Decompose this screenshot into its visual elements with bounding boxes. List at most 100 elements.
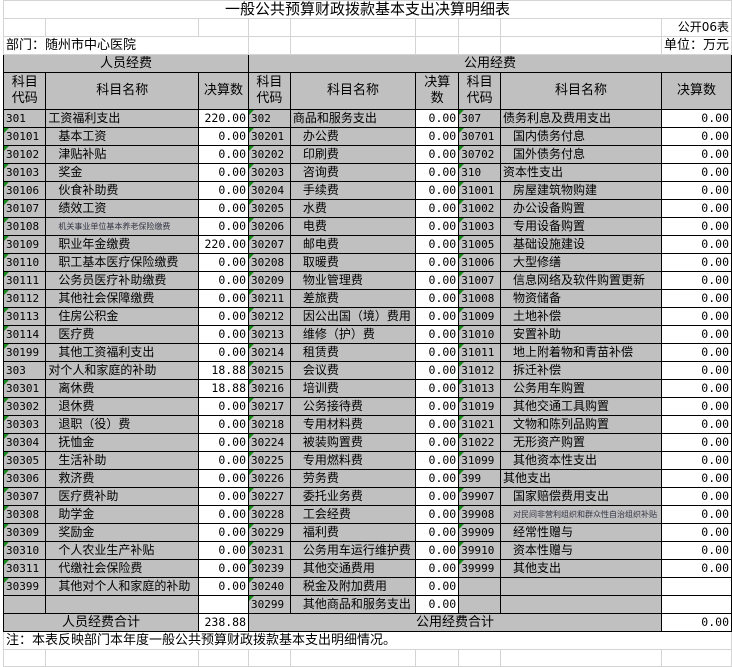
amount-value[interactable]: 0.00 bbox=[415, 307, 460, 326]
amount-value[interactable]: 0.00 bbox=[198, 505, 250, 524]
subject-code[interactable]: 30113 bbox=[2, 307, 47, 326]
amount-value[interactable]: 0.00 bbox=[415, 469, 460, 488]
subject-name[interactable]: 公务用车运行维护费 bbox=[289, 541, 417, 560]
subject-name[interactable]: 国家赔偿费用支出 bbox=[500, 487, 662, 506]
subject-code[interactable]: 31007 bbox=[458, 271, 502, 290]
amount-value[interactable]: 0.00 bbox=[198, 343, 250, 362]
subject-code[interactable]: 31003 bbox=[458, 217, 502, 236]
amount-value[interactable]: 0.00 bbox=[198, 487, 250, 506]
amount-value[interactable]: 0.00 bbox=[415, 505, 460, 524]
amount-value[interactable]: 0.00 bbox=[415, 271, 460, 290]
subject-code[interactable]: 30204 bbox=[248, 181, 291, 200]
amount-value[interactable]: 18.88 bbox=[198, 379, 250, 398]
subject-name[interactable]: 工资福利支出 bbox=[45, 109, 200, 128]
amount-value[interactable]: 0.00 bbox=[415, 397, 460, 416]
subject-code[interactable]: 31006 bbox=[458, 253, 502, 272]
subject-name[interactable]: 债务利息及费用支出 bbox=[500, 109, 662, 128]
amount-value[interactable]: 0.00 bbox=[198, 145, 250, 164]
amount-value[interactable]: 0.00 bbox=[415, 127, 460, 146]
amount-value[interactable]: 0.00 bbox=[415, 415, 460, 434]
subject-code[interactable]: 30231 bbox=[248, 541, 291, 560]
subject-code[interactable]: 30106 bbox=[2, 181, 47, 200]
amount-value[interactable]: 0.00 bbox=[660, 235, 732, 254]
subject-name[interactable]: 代缴社会保险费 bbox=[45, 559, 200, 578]
amount-value[interactable]: 0.00 bbox=[198, 307, 250, 326]
subject-name[interactable]: 机关事业单位基本养老保险缴费 bbox=[45, 217, 200, 236]
subject-name[interactable]: 邮电费 bbox=[289, 235, 417, 254]
amount-value[interactable]: 0.00 bbox=[660, 199, 732, 218]
amount-value[interactable]: 18.88 bbox=[198, 361, 250, 380]
subject-name[interactable]: 因公出国（境）费用 bbox=[289, 307, 417, 326]
amount-value[interactable]: 0.00 bbox=[660, 325, 732, 344]
amount-value[interactable]: 0.00 bbox=[198, 469, 250, 488]
amount-value[interactable]: 0.00 bbox=[415, 235, 460, 254]
subject-name[interactable]: 职工基本医疗保险缴费 bbox=[45, 253, 200, 272]
amount-value[interactable]: 0.00 bbox=[660, 253, 732, 272]
subject-code[interactable]: 30301 bbox=[2, 379, 47, 398]
subject-name[interactable]: 会议费 bbox=[289, 361, 417, 380]
amount-value[interactable]: 0.00 bbox=[660, 181, 732, 200]
subject-code[interactable]: 30224 bbox=[248, 433, 291, 452]
subject-code[interactable]: 30218 bbox=[248, 415, 291, 434]
amount-value[interactable]: 0.00 bbox=[415, 559, 460, 578]
amount-value[interactable]: 0.00 bbox=[198, 451, 250, 470]
amount-value[interactable]: 0.00 bbox=[660, 307, 732, 326]
subject-name[interactable]: 住房公积金 bbox=[45, 307, 200, 326]
subject-code[interactable]: 39999 bbox=[458, 559, 502, 578]
subject-code[interactable]: 30217 bbox=[248, 397, 291, 416]
subject-code[interactable]: 30110 bbox=[2, 253, 47, 272]
subject-code[interactable]: 30114 bbox=[2, 325, 47, 344]
amount-value[interactable]: 0.00 bbox=[660, 379, 732, 398]
amount-value[interactable]: 0.00 bbox=[415, 199, 460, 218]
amount-value[interactable]: 0.00 bbox=[415, 433, 460, 452]
subject-name[interactable]: 其他社会保障缴费 bbox=[45, 289, 200, 308]
subject-name[interactable]: 公务员医疗补助缴费 bbox=[45, 271, 200, 290]
subject-name[interactable]: 手续费 bbox=[289, 181, 417, 200]
subject-name[interactable]: 基础设施建设 bbox=[500, 235, 662, 254]
subject-name[interactable]: 国内债务付息 bbox=[500, 127, 662, 146]
amount-value[interactable]: 0.00 bbox=[198, 397, 250, 416]
subject-code[interactable]: 30208 bbox=[248, 253, 291, 272]
subject-name[interactable]: 培训费 bbox=[289, 379, 417, 398]
amount-value[interactable]: 0.00 bbox=[660, 433, 732, 452]
amount-value[interactable]: 0.00 bbox=[660, 127, 732, 146]
subject-code[interactable]: 30207 bbox=[248, 235, 291, 254]
subject-code[interactable]: 30205 bbox=[248, 199, 291, 218]
subject-name[interactable] bbox=[45, 595, 200, 614]
amount-value[interactable]: 220.00 bbox=[198, 235, 250, 254]
subject-name[interactable]: 文物和陈列品购置 bbox=[500, 415, 662, 434]
subject-code[interactable]: 30206 bbox=[248, 217, 291, 236]
subject-code[interactable]: 30311 bbox=[2, 559, 47, 578]
subject-name[interactable]: 医疗费补助 bbox=[45, 487, 200, 506]
amount-value[interactable]: 0.00 bbox=[198, 325, 250, 344]
amount-value[interactable]: 0.00 bbox=[198, 433, 250, 452]
amount-value[interactable]: 0.00 bbox=[198, 217, 250, 236]
subject-code[interactable]: 30701 bbox=[458, 127, 502, 146]
subject-name[interactable]: 取暖费 bbox=[289, 253, 417, 272]
subject-code[interactable]: 307 bbox=[458, 109, 502, 128]
subject-name[interactable]: 拆迁补偿 bbox=[500, 361, 662, 380]
subject-code[interactable]: 30307 bbox=[2, 487, 47, 506]
amount-value[interactable]: 0.00 bbox=[198, 127, 250, 146]
subject-code[interactable]: 31009 bbox=[458, 307, 502, 326]
subject-name[interactable]: 其他资本性支出 bbox=[500, 451, 662, 470]
personnel-total-value[interactable]: 238.88 bbox=[198, 613, 250, 632]
subject-name[interactable]: 咨询费 bbox=[289, 163, 417, 182]
amount-value[interactable]: 0.00 bbox=[198, 163, 250, 182]
subject-code[interactable]: 30108 bbox=[2, 217, 47, 236]
subject-name[interactable]: 国外债务付息 bbox=[500, 145, 662, 164]
amount-value[interactable]: 0.00 bbox=[415, 109, 460, 128]
subject-code[interactable]: 30214 bbox=[248, 343, 291, 362]
subject-code[interactable]: 31012 bbox=[458, 361, 502, 380]
subject-name[interactable]: 租赁费 bbox=[289, 343, 417, 362]
subject-code[interactable] bbox=[458, 577, 502, 596]
subject-code[interactable]: 30112 bbox=[2, 289, 47, 308]
subject-name[interactable]: 大型修缮 bbox=[500, 253, 662, 272]
subject-code[interactable]: 30215 bbox=[248, 361, 291, 380]
amount-value[interactable]: 0.00 bbox=[415, 541, 460, 560]
subject-code[interactable]: 30102 bbox=[2, 145, 47, 164]
subject-name[interactable]: 工会经费 bbox=[289, 505, 417, 524]
subject-name[interactable]: 经常性赠与 bbox=[500, 523, 662, 542]
subject-name[interactable]: 救济费 bbox=[45, 469, 200, 488]
amount-value[interactable]: 0.00 bbox=[660, 451, 732, 470]
